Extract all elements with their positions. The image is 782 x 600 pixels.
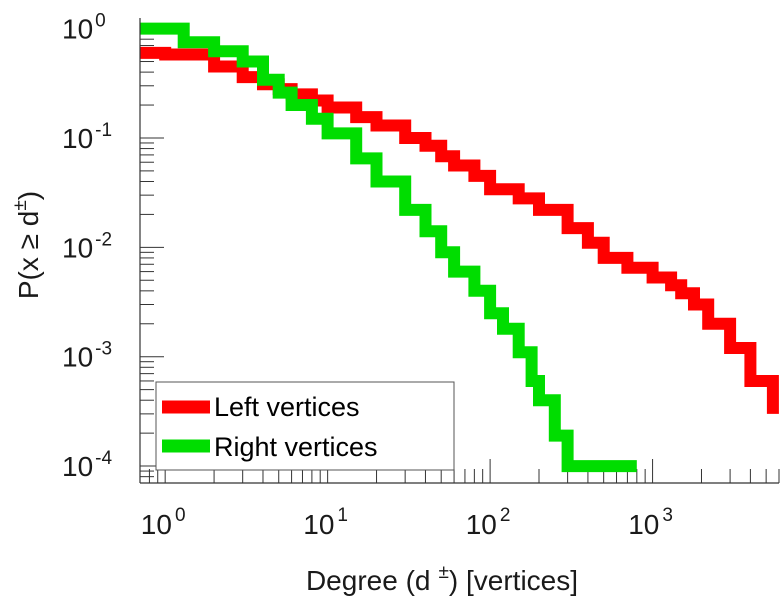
y-axis-label-suffix: ) xyxy=(13,191,44,200)
y-tick-label-exp: 0 xyxy=(95,11,106,32)
y-axis-label-sup: ± xyxy=(10,200,31,210)
y-axis-label-main: P(x ≥ d xyxy=(13,211,44,300)
x-tick-label: 10 2 xyxy=(466,505,511,540)
legend-label-left: Left vertices xyxy=(214,392,360,422)
y-tick-label-exp: -3 xyxy=(95,339,112,360)
y-tick-label: 10 0 xyxy=(62,11,106,45)
legend-box xyxy=(155,381,455,471)
x-tick-label-base: 10 xyxy=(466,509,497,540)
x-tick-label: 10 0 xyxy=(141,505,186,540)
series-right-vertices xyxy=(140,22,637,473)
x-tick-label-base: 10 xyxy=(141,509,172,540)
y-axis-label: P(x ≥ d±) xyxy=(10,191,44,299)
y-tick-label-base: 10 xyxy=(62,451,93,482)
y-tick-label-exp: -1 xyxy=(95,120,112,141)
x-tick-label-exp: 3 xyxy=(662,505,673,526)
x-tick-label-base: 10 xyxy=(628,509,659,540)
y-tick-label-base: 10 xyxy=(62,342,93,373)
y-tick-label-base: 10 xyxy=(62,232,93,263)
x-tick-label-exp: 1 xyxy=(337,505,348,526)
legend-label-right: Right vertices xyxy=(214,432,378,462)
y-tick-label-base: 10 xyxy=(62,123,93,154)
x-axis-label: Degree (d ±) [vertices] xyxy=(306,562,578,596)
series-layer xyxy=(140,22,779,473)
x-axis-label-main: Degree (d xyxy=(306,565,431,596)
y-tick-label: 10 -4 xyxy=(62,448,112,482)
y-tick-label: 10 -1 xyxy=(62,120,112,154)
x-tick-label: 10 3 xyxy=(628,505,673,540)
y-tick-label: 10 -2 xyxy=(62,229,112,263)
x-axis-label-suffix: ) [vertices] xyxy=(449,565,578,596)
x-tick-label-base: 10 xyxy=(303,509,334,540)
y-tick-label-exp: -4 xyxy=(95,448,112,469)
x-tick-label-exp: 2 xyxy=(500,505,511,526)
tick-labels: 10 0 10 1 10 2 10 310 010 -110 -210 -310 -4 xyxy=(62,11,673,540)
legend: Left vertices Right vertices xyxy=(155,381,455,471)
x-tick-label-exp: 0 xyxy=(175,505,186,526)
x-tick-label: 10 1 xyxy=(303,505,348,540)
y-tick-label-exp: -2 xyxy=(95,229,112,250)
x-axis-label-sup: ± xyxy=(438,562,448,583)
y-tick-label: 10 -3 xyxy=(62,339,112,373)
y-tick-label-base: 10 xyxy=(62,14,93,45)
